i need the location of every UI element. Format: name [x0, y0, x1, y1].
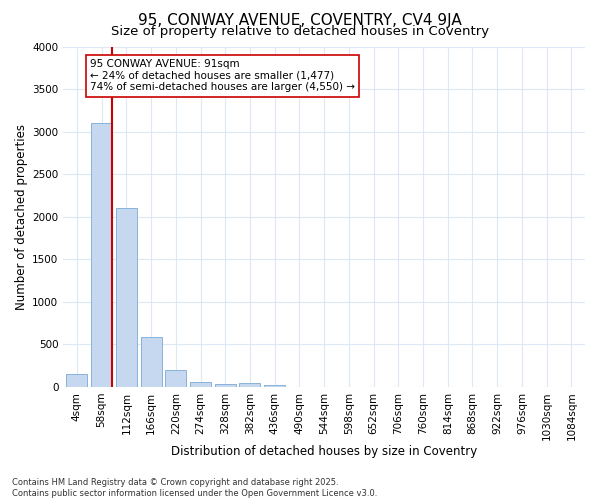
Bar: [91, 123, 112, 387]
Bar: [215, 384, 236, 387]
Text: Size of property relative to detached houses in Coventry: Size of property relative to detached ho…: [111, 25, 489, 38]
Bar: [190, 382, 211, 387]
Bar: [140, 338, 161, 387]
Bar: [67, 374, 88, 387]
Bar: [239, 384, 260, 387]
Bar: [264, 385, 285, 387]
X-axis label: Distribution of detached houses by size in Coventry: Distribution of detached houses by size …: [171, 444, 477, 458]
Text: Contains HM Land Registry data © Crown copyright and database right 2025.
Contai: Contains HM Land Registry data © Crown c…: [12, 478, 377, 498]
Text: 95, CONWAY AVENUE, COVENTRY, CV4 9JA: 95, CONWAY AVENUE, COVENTRY, CV4 9JA: [138, 12, 462, 28]
Bar: [165, 370, 186, 387]
Y-axis label: Number of detached properties: Number of detached properties: [15, 124, 28, 310]
Text: 95 CONWAY AVENUE: 91sqm
← 24% of detached houses are smaller (1,477)
74% of semi: 95 CONWAY AVENUE: 91sqm ← 24% of detache…: [90, 60, 355, 92]
Bar: [116, 208, 137, 387]
